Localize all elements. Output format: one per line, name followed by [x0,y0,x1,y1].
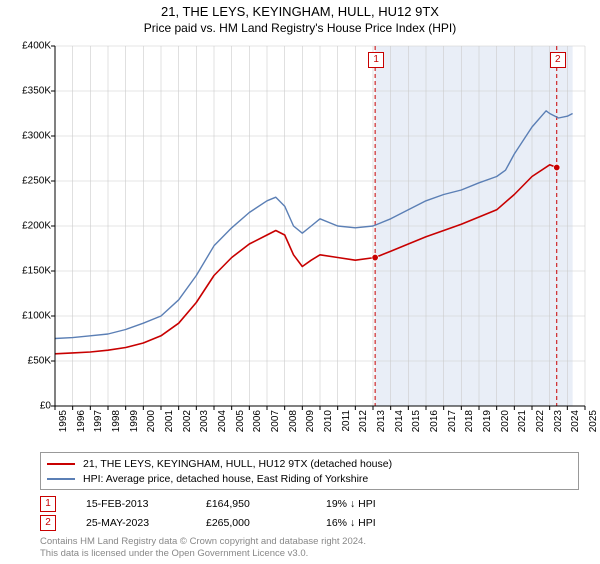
y-tick-label: £200K [1,221,51,232]
y-tick-label: £150K [1,266,51,277]
sale-vs-hpi: 16% ↓ HPI [326,517,446,529]
y-tick-label: £50K [1,356,51,367]
sale-row: 2 25-MAY-2023 £265,000 16% ↓ HPI [40,513,446,532]
x-tick-label: 2002 [182,410,193,432]
y-tick-label: £350K [1,86,51,97]
sale-date: 15-FEB-2013 [86,498,206,510]
chart-area: £0£50K£100K£150K£200K£250K£300K£350K£400… [55,46,585,406]
chart-sale-marker: 2 [550,52,566,68]
legend-item: HPI: Average price, detached house, East… [47,471,572,486]
sale-date: 25-MAY-2023 [86,517,206,529]
legend-swatch [47,478,75,480]
x-tick-label: 1995 [58,410,69,432]
y-tick-label: £400K [1,41,51,52]
x-tick-label: 2000 [146,410,157,432]
sale-marker-icon: 1 [40,496,56,512]
x-tick-label: 2022 [535,410,546,432]
x-tick-label: 2010 [323,410,334,432]
y-tick-label: £250K [1,176,51,187]
x-tick-label: 2021 [517,410,528,432]
sale-price: £265,000 [206,517,326,529]
chart-svg [55,46,585,406]
attribution: Contains HM Land Registry data © Crown c… [40,536,366,560]
y-tick-label: £0 [1,401,51,412]
x-tick-label: 2025 [588,410,599,432]
sale-vs-hpi: 19% ↓ HPI [326,498,446,510]
x-tick-label: 2017 [447,410,458,432]
sale-price: £164,950 [206,498,326,510]
x-tick-label: 2012 [358,410,369,432]
x-tick-label: 1999 [129,410,140,432]
x-tick-label: 2006 [252,410,263,432]
y-tick-label: £300K [1,131,51,142]
y-tick-label: £100K [1,311,51,322]
x-tick-label: 2023 [553,410,564,432]
x-tick-label: 2024 [570,410,581,432]
x-tick-label: 2004 [217,410,228,432]
chart-subtitle: Price paid vs. HM Land Registry's House … [0,21,600,35]
x-tick-label: 2015 [411,410,422,432]
attribution-line: This data is licensed under the Open Gov… [40,548,366,560]
x-tick-label: 2009 [305,410,316,432]
x-tick-label: 2013 [376,410,387,432]
sale-row: 1 15-FEB-2013 £164,950 19% ↓ HPI [40,494,446,513]
x-tick-label: 1998 [111,410,122,432]
x-tick-label: 1996 [76,410,87,432]
chart-sale-marker: 1 [368,52,384,68]
legend-label: HPI: Average price, detached house, East… [83,473,368,485]
x-tick-label: 2005 [235,410,246,432]
legend: 21, THE LEYS, KEYINGHAM, HULL, HU12 9TX … [40,452,579,490]
x-tick-label: 2020 [500,410,511,432]
sale-marker-icon: 2 [40,515,56,531]
x-tick-label: 2008 [288,410,299,432]
x-tick-label: 2019 [482,410,493,432]
legend-swatch [47,463,75,465]
sales-table: 1 15-FEB-2013 £164,950 19% ↓ HPI 2 25-MA… [40,494,446,532]
x-tick-label: 2007 [270,410,281,432]
x-tick-label: 1997 [93,410,104,432]
chart-title: 21, THE LEYS, KEYINGHAM, HULL, HU12 9TX [0,4,600,19]
legend-label: 21, THE LEYS, KEYINGHAM, HULL, HU12 9TX … [83,458,392,470]
x-tick-label: 2011 [341,410,352,432]
x-tick-label: 2018 [464,410,475,432]
x-tick-label: 2016 [429,410,440,432]
legend-item: 21, THE LEYS, KEYINGHAM, HULL, HU12 9TX … [47,456,572,471]
attribution-line: Contains HM Land Registry data © Crown c… [40,536,366,548]
x-tick-label: 2014 [394,410,405,432]
x-tick-label: 2003 [199,410,210,432]
x-tick-label: 2001 [164,410,175,432]
